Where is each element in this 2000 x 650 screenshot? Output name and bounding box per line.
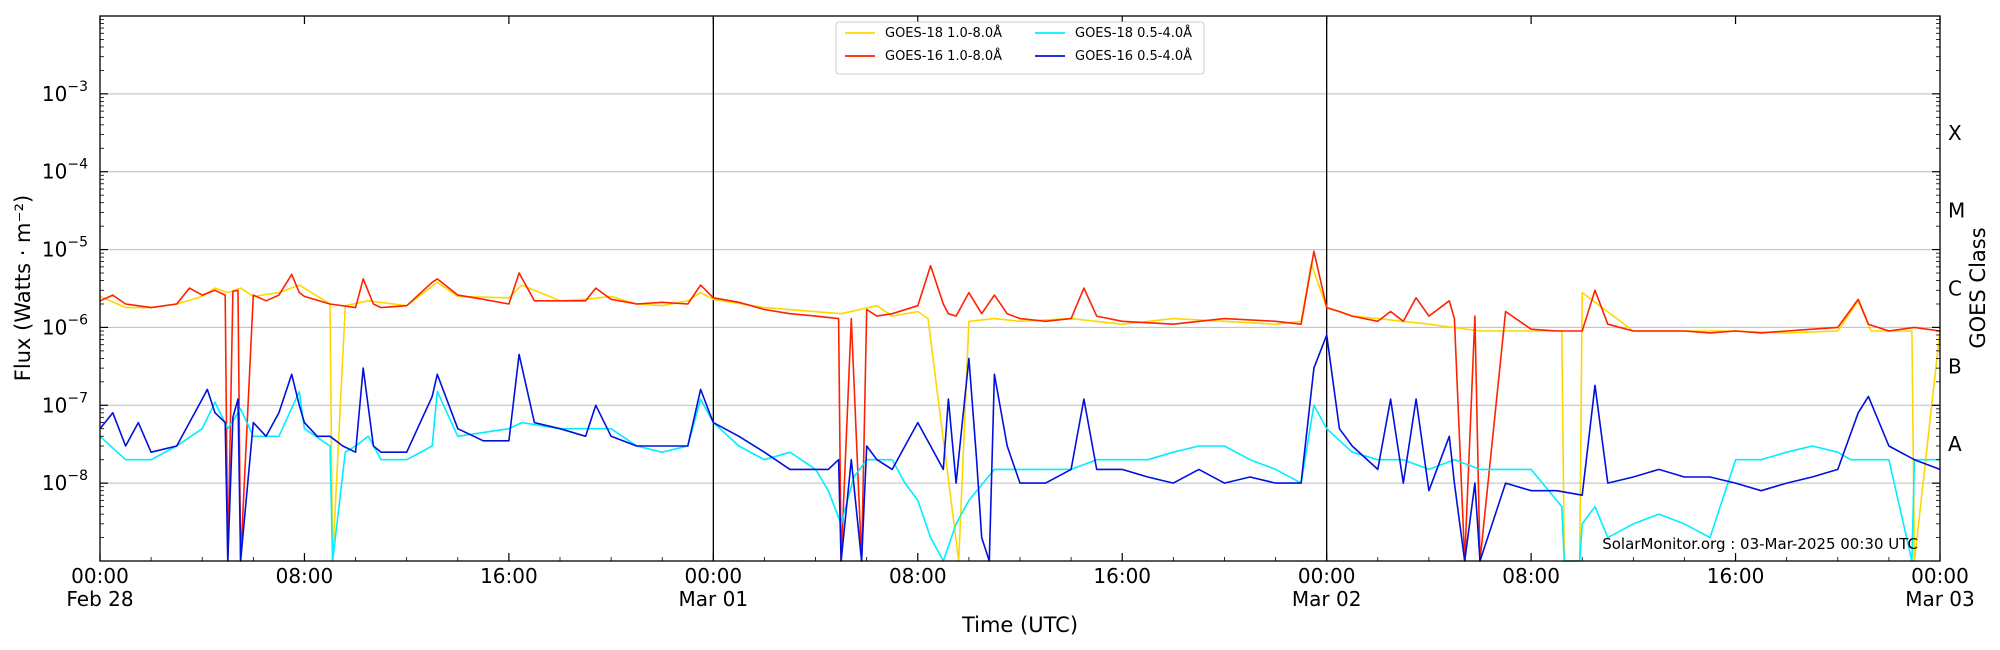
series-line [99, 334, 1941, 562]
x-tick-label: 08:00 [1502, 564, 1560, 588]
goes-class-label: B [1948, 354, 1962, 378]
goes-class-label: A [1948, 432, 1962, 456]
x-tick-label: 16:00 [1707, 564, 1765, 588]
legend-box [835, 21, 1205, 75]
x-axis-title: Time (UTC) [961, 613, 1078, 637]
plot-background [100, 16, 1940, 561]
y-axis-ticks: 10−8 10−7 10−6 10−5 10−4 10−3 [42, 19, 1940, 538]
y-tick-label: 10−6 [42, 312, 88, 339]
legend-items: GOES-18 1.0-8.0Å GOES-16 1.0-8.0Å GOES-18 … [845, 25, 1192, 64]
x-tick-date-label: Mar 02 [1292, 587, 1362, 611]
legend-label: GOES-18 0.5-4.0Å [1075, 25, 1192, 41]
goes-class-label: X [1948, 121, 1962, 145]
series-line [99, 250, 1941, 562]
x-tick-label: 08:00 [276, 564, 334, 588]
x-tick-label: 16:00 [480, 564, 538, 588]
goes-class-label: C [1948, 277, 1962, 301]
goes-class-labels: A B C M X [1948, 121, 1965, 456]
x-tick-date-label: Feb 28 [66, 587, 133, 611]
legend-label: GOES-16 1.0-8.0Å [885, 48, 1002, 64]
goes-class-label: M [1948, 199, 1965, 223]
legend: GOES-18 1.0-8.0Å GOES-16 1.0-8.0Å GOES-18 … [835, 21, 1205, 75]
x-tick-label: 00:00 [71, 564, 129, 588]
x-tick-date-label: Mar 01 [679, 587, 749, 611]
grid-lines [100, 93, 1940, 484]
series-lines [99, 250, 1941, 562]
right-axis-title: GOES Class [1966, 227, 1990, 348]
series-line [99, 263, 1941, 562]
x-tick-label: 00:00 [1298, 564, 1356, 588]
y-tick-label: 10−3 [42, 79, 88, 106]
legend-label: GOES-18 1.0-8.0Å [885, 25, 1002, 41]
y-tick-label: 10−7 [42, 390, 88, 417]
y-tick-label: 10−5 [42, 235, 88, 262]
x-tick-date-label: Mar 03 [1905, 587, 1975, 611]
legend-label: GOES-16 0.5-4.0Å [1075, 48, 1192, 64]
x-tick-label: 16:00 [1093, 564, 1151, 588]
x-tick-label: 08:00 [889, 564, 947, 588]
y-tick-label: 10−4 [42, 157, 88, 184]
y-tick-label: 10−8 [42, 468, 88, 495]
x-tick-label: 00:00 [685, 564, 743, 588]
x-tick-label: 00:00 [1911, 564, 1969, 588]
day-boundary-lines [712, 16, 1328, 561]
credit-text: SolarMonitor.org : 03-Mar-2025 00:30 UTC [1602, 535, 1918, 553]
y-axis-title: Flux (Watts · m⁻²) [11, 195, 35, 381]
